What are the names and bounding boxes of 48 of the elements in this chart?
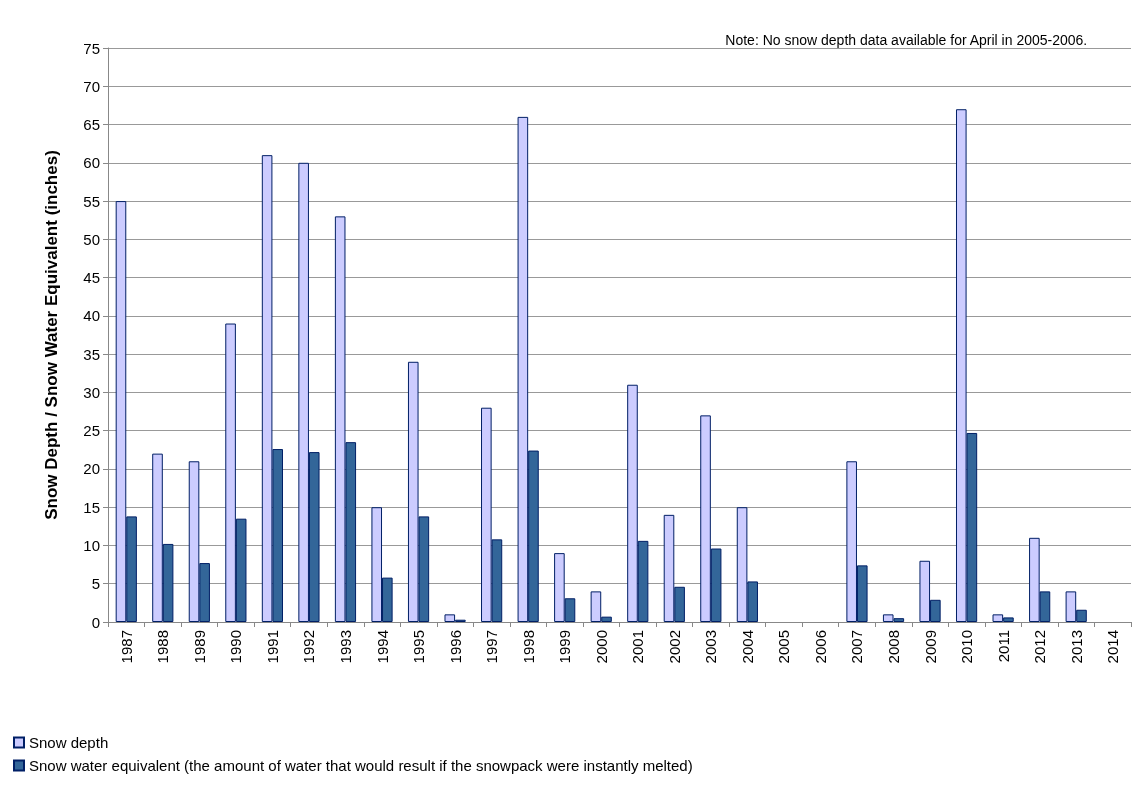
x-tick-label: 1988 (154, 630, 172, 664)
y-tick-label: 10 (83, 536, 100, 554)
x-tick-label: 2014 (1104, 630, 1122, 664)
y-tick-label: 15 (83, 498, 100, 516)
y-tick-label: 50 (83, 230, 100, 248)
x-tick-label: 2003 (702, 630, 720, 664)
x-tick-label: 2009 (921, 630, 939, 664)
y-axis-title: Snow Depth / Snow Water Equivalent (inches) (42, 150, 61, 520)
x-tick-label: 2007 (848, 630, 866, 664)
x-tick-label: 1995 (410, 630, 428, 664)
x-tick-label: 1987 (117, 630, 135, 664)
y-tick-label: 60 (83, 154, 100, 172)
text: Note: No snow depth data available for April in 2005-2006. (725, 32, 1088, 48)
y-tick-label: 30 (83, 383, 100, 401)
y-tick-label: 75 (83, 39, 100, 57)
x-tick-label: 1989 (190, 630, 208, 664)
x-tick-label: 1997 (483, 630, 501, 664)
y-tick-label: 35 (83, 345, 100, 363)
y-tick-label: 70 (83, 77, 100, 95)
y-tick-label: 25 (83, 422, 100, 440)
y-tick-label: 20 (83, 460, 100, 478)
x-tick-label: 2008 (885, 630, 903, 664)
y-tick-label: 45 (83, 269, 100, 287)
y-tick-label: 40 (83, 307, 100, 325)
x-tick-label: 2012 (1031, 630, 1049, 664)
x-tick-label: 1996 (446, 630, 464, 664)
legend-label: Snow depth (29, 734, 109, 751)
x-tick-label: 2000 (592, 630, 610, 664)
x-tick-label: 1998 (519, 630, 537, 664)
x-tick-label: 2006 (811, 630, 829, 664)
x-tick-label: 1991 (263, 630, 281, 664)
legend-label: Snow water equivalent (the amount of water that would result if the snowpack were instantly melted) (29, 757, 693, 774)
x-tick-label: 2010 (958, 630, 976, 664)
x-tick-label: 2001 (629, 630, 647, 664)
x-tick-label: 1999 (556, 630, 574, 664)
x-tick-label: 1990 (227, 630, 245, 664)
y-tick-label: 0 (91, 613, 100, 631)
x-tick-label: 2011 (994, 630, 1012, 663)
y-tick-label: 5 (91, 575, 100, 593)
x-tick-label: 1994 (373, 630, 391, 664)
x-tick-label: 1993 (336, 630, 354, 664)
x-tick-label: 2013 (1067, 630, 1085, 664)
x-tick-label: 2004 (738, 630, 756, 664)
y-tick-label: 65 (83, 116, 100, 134)
x-tick-label: 2002 (665, 630, 683, 664)
x-tick-label: 2005 (775, 630, 793, 664)
y-tick-label: 55 (83, 192, 100, 210)
x-tick-label: 1992 (300, 630, 318, 664)
